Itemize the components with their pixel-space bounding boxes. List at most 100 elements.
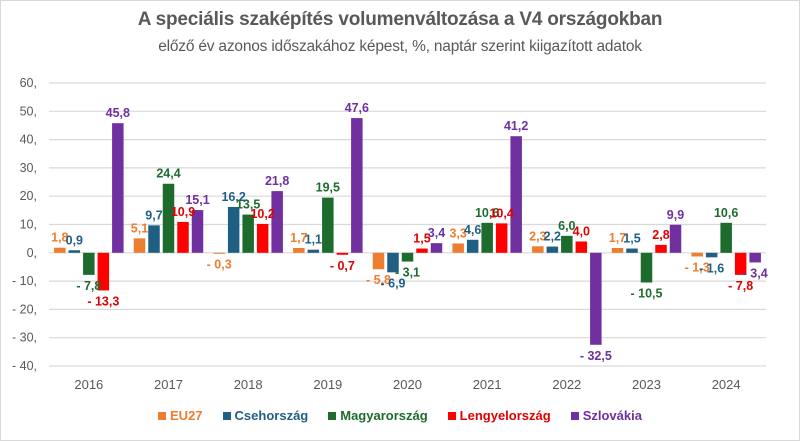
legend-item: Szlovákia — [570, 408, 642, 423]
data-label: 1,5 — [623, 232, 640, 246]
x-tick-label: 2017 — [154, 377, 183, 392]
y-tick-label: 20, — [20, 189, 37, 203]
bar — [575, 241, 588, 253]
data-label: 3,4 — [428, 226, 445, 240]
bar — [191, 210, 204, 253]
y-tick-label: - 10, — [12, 274, 37, 288]
x-tick-label: 2019 — [313, 377, 342, 392]
bar — [271, 191, 283, 253]
bar — [655, 244, 667, 253]
bar — [532, 246, 544, 253]
legend-label: EU27 — [170, 408, 203, 423]
chart-title: A speciális szaképítés volumenváltozása … — [137, 9, 663, 30]
data-label: 10,6 — [475, 206, 499, 220]
bar — [561, 235, 573, 253]
data-label: - 3,1 — [395, 266, 420, 280]
bar — [705, 252, 718, 258]
data-label: 1,7 — [290, 231, 307, 245]
bar — [546, 246, 559, 253]
data-label: 10,2 — [250, 207, 274, 221]
gridlines — [49, 82, 766, 367]
bar — [112, 123, 124, 253]
legend-item: EU27 — [158, 408, 203, 423]
data-label: 1,1 — [305, 233, 322, 247]
legend-item: Lengyelország — [447, 408, 551, 423]
bar — [133, 238, 146, 253]
y-tick-label: - 30, — [12, 331, 37, 345]
x-axis-ticks: 2016 2017 2018 2019 2020 2021 2022 2023 2024 — [74, 377, 740, 392]
bar — [749, 252, 761, 263]
data-labels: 1,8 5,1 - 0,3 1,7 - 5,8 3,3 2,3 1,7 - 1,3 0,9 9,7 1… — [51, 101, 768, 363]
y-tick-label: - 20, — [12, 302, 37, 316]
data-label: 9,7 — [145, 208, 162, 222]
data-label: 1,5 — [413, 232, 430, 246]
data-label: 9,9 — [667, 208, 684, 222]
data-label: - 0,7 — [330, 259, 355, 273]
data-label: - 10,5 — [631, 287, 663, 301]
bar — [452, 243, 464, 253]
bar — [590, 252, 602, 345]
bar — [401, 252, 414, 262]
bar — [734, 252, 747, 275]
data-label: - 5,8 — [366, 273, 391, 287]
legend-label: Lengyelország — [459, 408, 551, 423]
data-label: 2,3 — [529, 229, 546, 243]
bar — [416, 248, 428, 253]
data-label: 2,2 — [544, 230, 561, 244]
data-label: 24,4 — [156, 167, 180, 181]
bar — [495, 223, 508, 253]
data-label: 13,5 — [236, 198, 260, 212]
data-label: 15,1 — [185, 193, 209, 207]
data-label: 4,6 — [464, 223, 481, 237]
x-tick-label: 2023 — [632, 377, 661, 392]
bar — [227, 206, 240, 253]
bar — [691, 252, 703, 257]
data-label: - 13,3 — [87, 294, 119, 308]
bar — [83, 252, 95, 275]
data-label: 1,8 — [51, 231, 68, 245]
legend-swatch — [222, 411, 231, 420]
data-label: 10,9 — [171, 205, 195, 219]
data-label: 3,3 — [449, 226, 466, 240]
data-label: 16,2 — [221, 190, 245, 204]
data-label: 47,6 — [345, 101, 369, 115]
data-label: - 1,3 — [685, 260, 710, 274]
data-label: 41,2 — [504, 119, 528, 133]
bar — [54, 247, 66, 253]
bar — [611, 247, 624, 253]
x-tick-label: 2024 — [712, 377, 741, 392]
y-axis-ticks: 60, 50, 40, 30, 20, 10, 0, - 10, - 20, - 30, - 40, — [12, 76, 37, 373]
x-tick-label: 2018 — [234, 377, 263, 392]
y-tick-label: 40, — [20, 133, 37, 147]
data-label: 10,6 — [714, 206, 738, 220]
legend-item: Csehország — [222, 408, 308, 423]
x-tick-label: 2020 — [393, 377, 422, 392]
legend-swatch — [570, 411, 579, 420]
bar — [351, 118, 363, 253]
bar — [256, 223, 269, 253]
bar — [148, 225, 160, 253]
data-label: 1,7 — [609, 231, 626, 245]
bar — [510, 136, 522, 253]
y-tick-label: 60, — [20, 76, 37, 90]
bar — [430, 243, 443, 253]
bar — [307, 249, 320, 253]
chart-subtitle: előző év azonos időszakához képest, %, n… — [158, 38, 642, 55]
x-tick-label: 2022 — [552, 377, 581, 392]
data-label: 0,9 — [66, 233, 83, 247]
bar — [213, 252, 225, 254]
bar — [322, 197, 334, 253]
x-tick-label: 2021 — [473, 377, 502, 392]
bar — [372, 252, 385, 270]
data-label: - 7,8 — [76, 279, 101, 293]
data-label: 4,0 — [573, 224, 590, 238]
legend-swatch — [447, 411, 456, 420]
data-label: 10,4 — [489, 206, 513, 220]
bar — [387, 252, 399, 273]
y-tick-label: 50, — [20, 104, 37, 118]
bars — [54, 118, 761, 345]
y-tick-label: 0, — [27, 246, 37, 260]
data-label: 19,5 — [316, 181, 340, 195]
legend-swatch — [158, 411, 167, 420]
